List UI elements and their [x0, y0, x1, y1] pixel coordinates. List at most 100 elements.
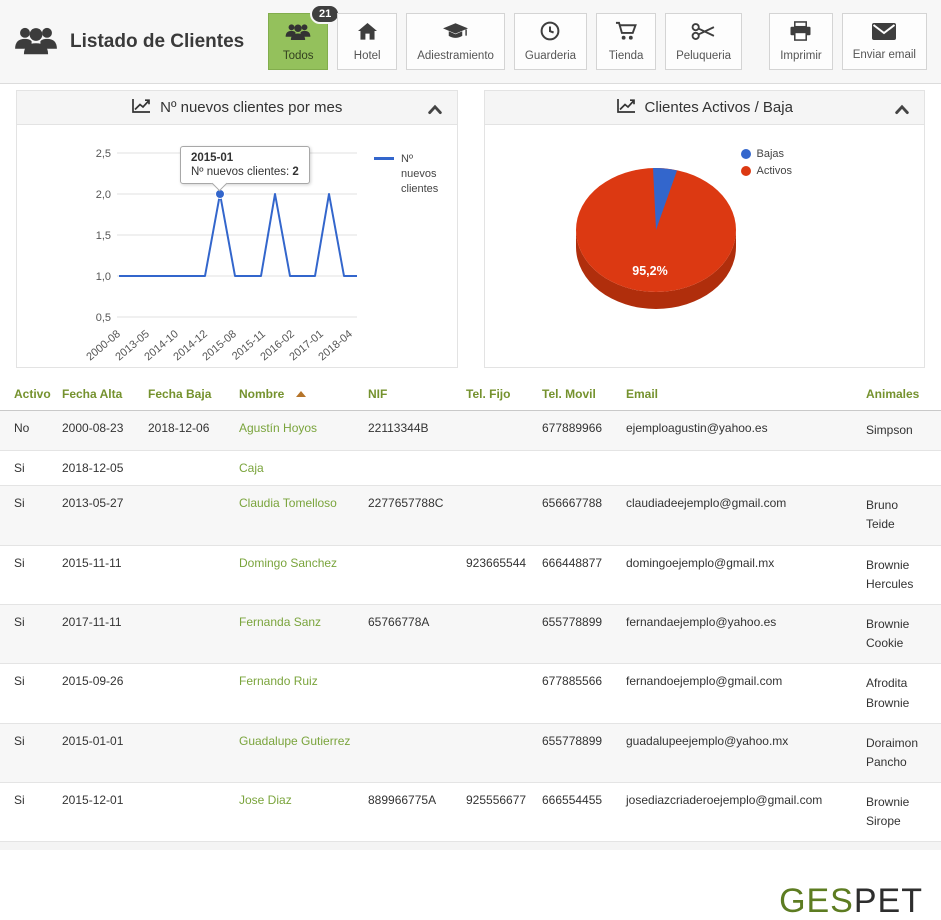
graduation-cap-icon [442, 22, 469, 46]
filter-label: Tienda [608, 50, 644, 62]
column-header-nif[interactable]: NIF [362, 378, 460, 411]
cell-activo: No [0, 410, 56, 452]
printer-icon [789, 21, 812, 46]
client-name-link[interactable]: Agustín Hoyos [239, 421, 318, 435]
pie-chart-plot: 95,2% [575, 167, 736, 309]
tooltip-body: Nº nuevos clientes: 2 [191, 166, 299, 178]
client-name-link[interactable]: Claudia Tomelloso [239, 496, 337, 511]
print-button[interactable]: Imprimir [769, 13, 833, 70]
scissors-icon [691, 22, 716, 46]
count-badge: 21 [309, 4, 341, 25]
cell-email: fernandaejemplo@yahoo.es [620, 604, 860, 665]
table-row: Si 2018-12-05 Caja [0, 450, 941, 487]
cell-nif: 22113344B [362, 410, 460, 452]
gespet-logo: GESPET [779, 882, 923, 920]
cell-fecha-baja [142, 663, 233, 724]
cell-email: ejemploagustin@yahoo.es [620, 410, 860, 452]
clients-table: Activo Fecha Alta Fecha Baja Nombre NIF … [0, 378, 941, 843]
column-header-email[interactable]: Email [620, 378, 860, 411]
client-name-link[interactable]: Guadalupe Gutierrez [239, 733, 351, 748]
action-label: Enviar email [852, 48, 916, 61]
cell-animales: Brownie Sirope [860, 782, 941, 843]
table-row: Si 2015-11-11 Domingo Sanchez 923665544 … [0, 545, 941, 605]
page-footer: GESPET [0, 850, 941, 918]
cell-activo: Si [0, 485, 56, 546]
cell-nombre: Guadalupe Gutierrez [233, 723, 362, 784]
table-header-row: Activo Fecha Alta Fecha Baja Nombre NIF … [0, 378, 941, 411]
panel-active-clients: Clientes Activos / Baja 95,2% Bajas [483, 90, 925, 368]
cell-tel-movil: 677885566 [536, 663, 620, 724]
cell-animales: Bruno Teide [860, 485, 941, 546]
cell-activo: Si [0, 604, 56, 665]
cell-nif [362, 450, 460, 487]
line-chart: 2,5 2,0 1,5 1,0 0,5 2000-08 2013-05 2014… [17, 125, 457, 367]
cell-tel-movil: 656667788 [536, 485, 620, 546]
filter-button-peluqueria[interactable]: Peluqueria [665, 13, 743, 70]
filter-button-todos[interactable]: 21 Todos [268, 4, 341, 70]
cell-email: fernandoejemplo@gmail.com [620, 663, 860, 724]
svg-text:1,0: 1,0 [96, 271, 111, 283]
client-name-link[interactable]: Caja [239, 461, 264, 476]
pie-data-label: 95,2% [632, 264, 667, 278]
column-header-animales[interactable]: Animales [860, 378, 941, 411]
filter-button-guarderia[interactable]: Guarderia [513, 13, 588, 70]
client-name-link[interactable]: Fernanda Sanz [239, 614, 322, 629]
cell-fecha-baja [142, 485, 233, 546]
client-name-link[interactable]: Fernando Ruiz [239, 674, 318, 689]
clients-table-container: Activo Fecha Alta Fecha Baja Nombre NIF … [0, 368, 941, 851]
column-header-tel-movil[interactable]: Tel. Movil [536, 378, 620, 411]
filter-button-hotel[interactable]: Hotel [337, 13, 398, 70]
column-header-nombre[interactable]: Nombre [233, 378, 362, 411]
panel-title: Clientes Activos / Baja [644, 99, 793, 116]
cell-tel-fijo [460, 450, 536, 487]
action-label: Imprimir [780, 50, 822, 62]
chevron-up-icon[interactable] [894, 102, 910, 119]
svg-text:0,5: 0,5 [96, 312, 111, 324]
column-header-fecha-alta[interactable]: Fecha Alta [56, 378, 142, 411]
cell-tel-movil: 655778899 [536, 604, 620, 665]
cell-activo: Si [0, 663, 56, 724]
cell-tel-fijo: 925556677 [460, 782, 536, 843]
svg-text:1,5: 1,5 [96, 230, 111, 242]
cell-nombre: Fernanda Sanz [233, 604, 362, 665]
column-header-tel-fijo[interactable]: Tel. Fijo [460, 378, 536, 411]
client-name-link[interactable]: Domingo Sanchez [239, 555, 338, 570]
legend-label: Nº nuevos clientes [401, 153, 439, 195]
filter-button-tienda[interactable]: Tienda [596, 13, 657, 70]
envelope-icon [872, 22, 897, 45]
table-row: Si 2015-12-01 Jose Diaz 889966775A 92555… [0, 782, 941, 843]
pie-slice-bajas [652, 167, 677, 230]
toolbar: Listado de Clientes 21 Todos Hotel [0, 0, 941, 84]
house-icon [357, 22, 378, 46]
client-name-link[interactable]: Jose Diaz [239, 793, 292, 808]
send-email-button[interactable]: Enviar email [841, 13, 927, 70]
cell-fecha-baja [142, 450, 233, 487]
svg-text:2,5: 2,5 [96, 148, 111, 160]
cell-fecha-alta: 2013-05-27 [56, 485, 142, 546]
cell-email [620, 450, 860, 487]
filter-label: Peluqueria [676, 49, 732, 62]
legend-dot-activos [740, 166, 751, 176]
filter-button-adiestramiento[interactable]: Adiestramiento [406, 13, 505, 70]
column-header-activo[interactable]: Activo [0, 378, 56, 411]
cell-nif [362, 545, 460, 605]
cell-animales: Afrodita Brownie [860, 663, 941, 724]
users-icon [14, 24, 58, 61]
cell-nombre: Agustín Hoyos [233, 410, 362, 452]
chevron-up-icon[interactable] [427, 102, 443, 119]
cell-animales: Simpson [860, 410, 941, 452]
column-header-fecha-baja[interactable]: Fecha Baja [142, 378, 233, 411]
cell-nif [362, 663, 460, 724]
cell-animales: Brownie Hercules [860, 545, 941, 605]
cell-fecha-baja: 2018-12-06 [142, 410, 233, 452]
filter-label: Guarderia [524, 50, 577, 62]
legend-item: Bajas [740, 148, 792, 160]
cell-fecha-alta: 2015-11-11 [56, 545, 142, 605]
cell-fecha-alta: 2015-12-01 [56, 782, 142, 843]
cell-email: claudiadeejemplo@gmail.com [620, 485, 860, 546]
cell-tel-fijo: 923665544 [460, 545, 536, 605]
cell-nombre: Fernando Ruiz [233, 663, 362, 724]
sort-asc-icon [296, 391, 307, 397]
legend-label: Bajas [756, 148, 785, 160]
charts-row: Nº nuevos clientes por mes 2,5 2,0 1,5 1… [0, 84, 941, 368]
